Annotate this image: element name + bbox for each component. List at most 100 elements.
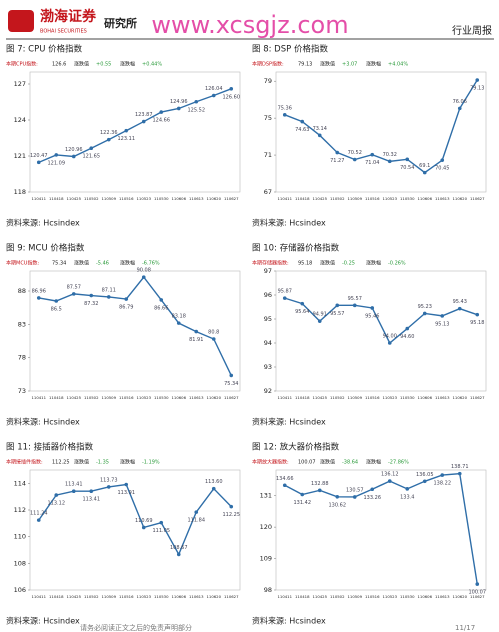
point <box>457 106 462 111</box>
info-change-label: 涨跌值 <box>320 61 335 68</box>
figure-title: 图 11: 接插器价格指数 <box>6 442 94 453</box>
watermark: www.xcsgjz.com <box>151 11 348 39</box>
value-label: 70.32 <box>383 152 397 158</box>
x-tick-label: 110411 <box>278 395 293 400</box>
value-label: 94.91 <box>313 312 327 318</box>
x-tick-label: 110425 <box>313 196 328 201</box>
value-label: 122.36 <box>100 130 118 136</box>
point <box>335 495 340 499</box>
info-pct: +0.44% <box>142 62 162 68</box>
figure-title: 图 9: MCU 价格指数 <box>6 243 85 254</box>
point <box>54 493 59 497</box>
x-tick-label: 110530 <box>154 395 169 400</box>
value-label: 80.8 <box>208 330 219 336</box>
x-tick-label: 110530 <box>154 196 169 201</box>
info-change: -38.64 <box>342 460 358 466</box>
point <box>387 159 392 164</box>
x-tick-label: 110502 <box>330 594 345 599</box>
point <box>106 137 111 142</box>
plot-frame <box>29 469 241 591</box>
point <box>352 303 357 308</box>
line <box>38 483 232 557</box>
value-label: 120.96 <box>65 147 83 153</box>
value-label: 90.08 <box>137 268 151 274</box>
point <box>300 492 305 497</box>
x-tick-label: 110523 <box>383 395 398 400</box>
point <box>176 106 181 111</box>
value-label: 73.14 <box>313 126 327 132</box>
value-label: 69.1 <box>419 163 430 169</box>
x-tick-label: 110523 <box>137 395 152 400</box>
y-tick-label: 93 <box>264 363 272 371</box>
value-label: 125.52 <box>188 107 206 113</box>
point <box>89 146 94 150</box>
x-tick-label: 110620 <box>207 594 222 599</box>
info-label: 本期DSP指数: <box>252 61 284 68</box>
line <box>284 472 478 585</box>
point <box>176 321 181 325</box>
value-label: 111.84 <box>188 518 206 524</box>
x-tick-label: 110523 <box>383 594 398 599</box>
x-tick-label: 110627 <box>224 196 239 201</box>
point <box>176 552 181 557</box>
x-tick-label: 110516 <box>365 594 380 599</box>
info-pct: -0.26% <box>388 261 406 267</box>
point <box>457 471 462 476</box>
value-label: 100.07 <box>469 590 487 596</box>
value-label: 70.52 <box>348 150 362 156</box>
x-tick-label: 110509 <box>102 395 117 400</box>
point <box>475 78 480 82</box>
value-label: 95.57 <box>348 296 362 302</box>
point <box>106 485 111 489</box>
y-tick-label: 88 <box>18 287 26 295</box>
value-label: 136.05 <box>416 472 434 478</box>
value-label: 130.62 <box>329 502 347 508</box>
value-label: 126.04 <box>205 86 223 92</box>
info-pct-label: 涨跌幅 <box>366 61 381 68</box>
x-tick-label: 110502 <box>84 594 99 599</box>
x-tick-label: 110516 <box>365 395 380 400</box>
x-tick-label: 110613 <box>435 395 450 400</box>
x-tick-label: 110530 <box>154 594 169 599</box>
line <box>38 88 232 164</box>
x-tick-label: 110411 <box>32 196 47 201</box>
x-tick-label: 110502 <box>84 395 99 400</box>
x-tick-label: 110418 <box>49 196 64 201</box>
point <box>36 160 41 165</box>
value-label: 111.24 <box>30 511 48 517</box>
point <box>300 119 305 124</box>
figure-title: 图 7: CPU 价格指数 <box>6 44 83 55</box>
value-label: 86.5 <box>51 307 62 313</box>
value-label: 123.11 <box>118 136 136 142</box>
point <box>124 482 129 487</box>
info-change-label: 涨跌值 <box>320 459 335 466</box>
x-tick-label: 110516 <box>119 395 134 400</box>
value-label: 75.34 <box>224 381 238 387</box>
figure-title: 图 8: DSP 价格指数 <box>252 44 328 55</box>
dept: 研究所 <box>104 16 137 30</box>
point <box>229 504 234 509</box>
value-label: 112.25 <box>223 512 241 518</box>
y-tick-label: 73 <box>18 387 26 395</box>
point <box>352 495 357 499</box>
x-tick-label: 110530 <box>400 395 415 400</box>
value-label: 121.09 <box>48 160 66 166</box>
point <box>370 487 375 492</box>
point <box>141 119 146 124</box>
point <box>159 298 164 302</box>
plot-frame <box>275 71 487 193</box>
info-pct: -27.86% <box>388 460 409 466</box>
y-tick-label: 110 <box>14 533 26 541</box>
x-tick-label: 110627 <box>224 594 239 599</box>
point <box>194 510 199 514</box>
point <box>457 306 462 311</box>
point <box>282 113 287 117</box>
point <box>405 487 410 491</box>
x-tick-label: 110418 <box>295 395 310 400</box>
x-tick-label: 110425 <box>67 395 82 400</box>
y-tick-label: 121 <box>14 152 26 160</box>
y-tick-label: 83 <box>18 320 26 328</box>
value-label: 111.05 <box>153 528 171 534</box>
info-label: 本期CPU指数: <box>6 61 38 68</box>
x-tick-label: 110418 <box>295 594 310 599</box>
